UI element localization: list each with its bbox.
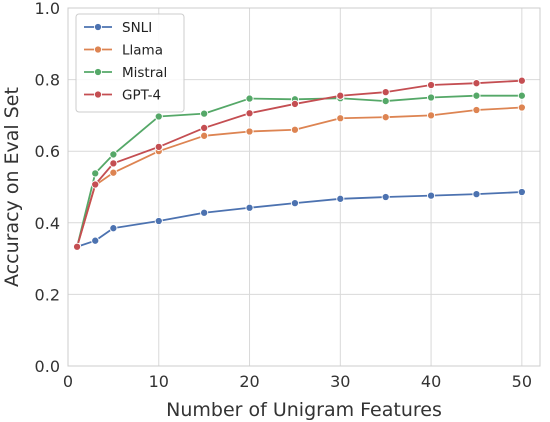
- legend-swatch-marker: [93, 22, 103, 32]
- data-point: [200, 123, 209, 132]
- legend-label: SNLI: [122, 20, 152, 36]
- series-line: [76, 191, 522, 248]
- x-tick-label: 30: [330, 372, 350, 391]
- data-point: [427, 191, 436, 200]
- legend-item: GPT-4: [84, 88, 161, 104]
- y-tick-label: 0.4: [35, 214, 60, 233]
- data-point: [200, 208, 209, 217]
- y-axis-title: Accuracy on Eval Set: [1, 87, 23, 287]
- y-tick-label: 0.8: [35, 71, 60, 90]
- series-llama: [73, 103, 526, 251]
- series-line: [76, 79, 522, 248]
- data-point: [336, 114, 345, 123]
- x-tick-labels: 0 10 20 30 40 50: [63, 372, 532, 391]
- x-tick-label: 50: [512, 372, 532, 391]
- data-point: [109, 150, 118, 159]
- data-point: [381, 113, 390, 122]
- legend-label: GPT-4: [122, 88, 161, 104]
- data-point: [336, 194, 345, 203]
- y-tick-label: 0.2: [35, 285, 60, 304]
- legend-box: [75, 13, 185, 113]
- legend-label: Mistral: [122, 65, 167, 81]
- data-point: [109, 168, 118, 177]
- data-point: [91, 169, 100, 178]
- y-tick-label: 0.0: [35, 357, 60, 376]
- data-point: [517, 103, 526, 112]
- data-point: [200, 109, 209, 118]
- data-point: [472, 91, 481, 100]
- data-point: [154, 112, 163, 121]
- series-gpt-4: [73, 76, 526, 251]
- data-point: [517, 76, 526, 85]
- series-snli: [73, 187, 526, 251]
- legend-item: Mistral: [84, 65, 167, 81]
- data-point: [381, 192, 390, 202]
- data-point: [73, 242, 82, 251]
- series-line: [76, 94, 522, 248]
- legend: SNLI Llama Mistral GPT-4: [75, 13, 185, 113]
- x-tick-label: 10: [149, 372, 169, 391]
- x-tick-label: 0: [63, 372, 73, 391]
- data-point: [245, 203, 254, 212]
- data-point: [91, 236, 100, 245]
- legend-swatch-marker: [93, 67, 103, 77]
- data-point: [472, 190, 481, 199]
- data-point: [290, 99, 299, 108]
- legend-swatch-marker: [93, 45, 103, 54]
- x-axis-title: Number of Unigram Features: [166, 399, 442, 421]
- data-point: [154, 142, 163, 151]
- plot-frame: [67, 7, 541, 367]
- legend-item: SNLI: [84, 20, 152, 36]
- data-point: [245, 109, 254, 118]
- data-point: [109, 159, 118, 168]
- data-point: [200, 131, 209, 140]
- data-point: [427, 93, 436, 102]
- data-point: [381, 97, 390, 106]
- x-tick-label: 20: [239, 372, 259, 391]
- data-point: [517, 187, 526, 197]
- legend-swatch-marker: [93, 90, 103, 99]
- data-point: [290, 199, 299, 208]
- y-tick-label: 0.6: [35, 142, 60, 161]
- y-tick-labels: 0.0 0.2 0.4 0.6 0.8 1.0: [35, 0, 60, 376]
- data-point: [245, 94, 254, 103]
- data-point: [517, 91, 526, 100]
- legend-label: Llama: [122, 43, 163, 59]
- legend-item: Llama: [84, 43, 163, 59]
- data-point: [91, 180, 100, 189]
- data-point: [472, 105, 481, 115]
- series-layer: [73, 76, 526, 251]
- x-tick-label: 40: [421, 372, 441, 391]
- data-point: [381, 88, 390, 97]
- data-point: [427, 111, 436, 120]
- data-point: [154, 216, 163, 226]
- data-point: [336, 91, 345, 100]
- data-point: [472, 79, 481, 88]
- data-point: [290, 125, 299, 134]
- series-mistral: [73, 91, 526, 251]
- data-point: [245, 127, 254, 136]
- y-tick-label: 1.0: [35, 0, 60, 18]
- data-point: [109, 224, 118, 233]
- data-point: [427, 80, 436, 90]
